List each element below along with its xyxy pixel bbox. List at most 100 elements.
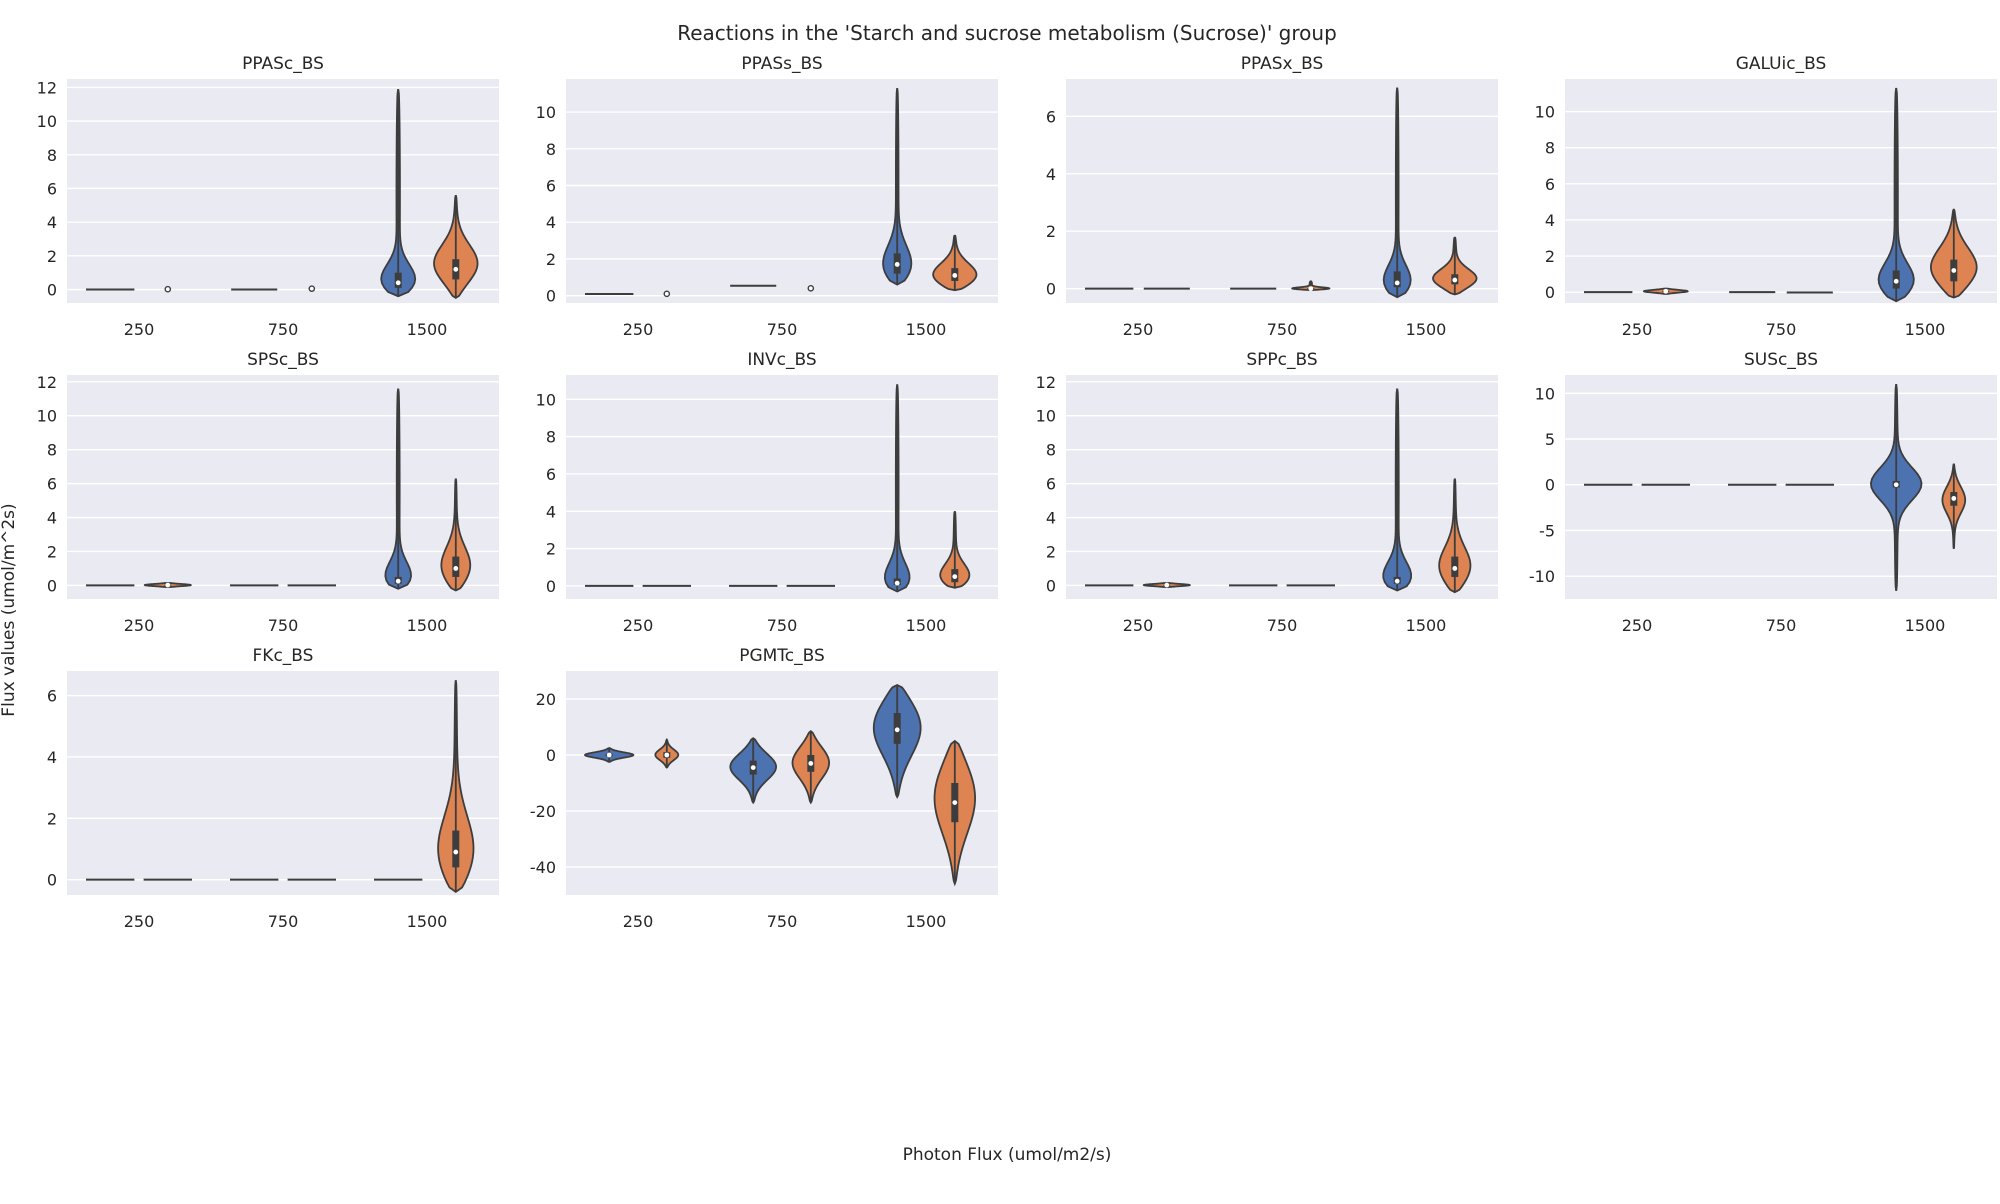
y-tick-label: 4 <box>47 509 57 528</box>
y-tick-label: 6 <box>1545 175 1555 194</box>
violin <box>654 737 680 769</box>
panel-background <box>566 375 998 599</box>
median-marker <box>1663 288 1669 294</box>
median-marker <box>165 582 171 588</box>
violin <box>1869 384 1923 591</box>
iqr-box <box>394 272 402 288</box>
panel-title: PPASs_BS <box>741 54 822 74</box>
y-tick-label: 10 <box>1535 384 1555 403</box>
violin <box>308 285 316 292</box>
panel-spsc-bs: 0 2 4 6 8 10 12 250 750 1500 SPSc_BS <box>37 350 499 635</box>
median-marker <box>453 566 459 571</box>
y-tick-label: 4 <box>1046 509 1056 528</box>
violin <box>882 88 913 286</box>
panel-background <box>67 375 499 599</box>
median-marker <box>807 285 815 292</box>
y-tick-label: 0 <box>546 287 556 306</box>
y-tick-label: 10 <box>37 112 57 131</box>
y-tick-label: 6 <box>47 687 57 706</box>
y-tick-label: -5 <box>1539 521 1555 540</box>
panel-title: PPASx_BS <box>1241 54 1324 74</box>
x-tick-label: 250 <box>1123 320 1154 339</box>
y-tick-label: 8 <box>546 140 556 159</box>
x-tick-label: 250 <box>1622 616 1653 635</box>
x-tick-label: 1500 <box>407 912 448 931</box>
x-tick-label: 1500 <box>1905 616 1946 635</box>
median-marker <box>750 765 756 770</box>
median-marker <box>1452 277 1458 283</box>
median-marker <box>894 580 900 586</box>
median-marker <box>1394 280 1400 286</box>
violin <box>872 683 922 800</box>
figure-title: Reactions in the 'Starch and sucrose met… <box>677 21 1337 45</box>
panel-pgmtc-bs: -40 -20 0 20 250 750 1500 PGMTc_BS <box>530 646 998 931</box>
violin <box>883 384 911 593</box>
violin <box>1382 388 1413 592</box>
y-tick-label: 5 <box>1545 430 1555 449</box>
violin <box>437 680 475 894</box>
violin <box>584 747 635 763</box>
median-marker <box>663 290 671 298</box>
median-marker <box>894 727 900 733</box>
x-tick-label: 1500 <box>906 912 947 931</box>
median-marker <box>1308 286 1314 292</box>
x-tick-label: 1500 <box>1905 320 1946 339</box>
x-tick-label: 250 <box>124 912 155 931</box>
panel-background <box>566 79 998 303</box>
panel-title: SPSc_BS <box>247 350 319 370</box>
y-tick-label: 6 <box>546 465 556 484</box>
x-tick-label: 250 <box>124 320 155 339</box>
violin <box>1877 87 1915 303</box>
y-tick-label: 8 <box>546 428 556 447</box>
y-tick-label: 10 <box>37 407 57 426</box>
violin <box>1941 463 1967 549</box>
median-marker <box>164 285 172 293</box>
violin <box>1642 287 1689 295</box>
y-tick-label: 2 <box>1046 542 1056 561</box>
panel-invc-bs: 0 2 4 6 8 10 250 750 1500 INVc_BS <box>536 350 998 635</box>
median-marker <box>1893 278 1899 284</box>
violin <box>663 290 671 298</box>
y-tick-label: 10 <box>536 390 556 409</box>
x-tick-label: 750 <box>767 616 798 635</box>
median-marker <box>1951 496 1957 501</box>
x-tick-label: 750 <box>767 320 798 339</box>
violin <box>1438 478 1472 594</box>
y-tick-label: 6 <box>47 179 57 198</box>
violin <box>729 737 777 805</box>
x-tick-label: 250 <box>124 616 155 635</box>
median-marker <box>606 752 612 758</box>
y-tick-label: 2 <box>47 809 57 828</box>
violin <box>1432 236 1478 296</box>
x-tick-label: 750 <box>1766 320 1797 339</box>
x-tick-label: 750 <box>1267 616 1298 635</box>
y-tick-label: 0 <box>1545 283 1555 302</box>
y-tick-label: -20 <box>530 802 556 821</box>
violin <box>807 285 815 292</box>
panel-susc-bs: -10 -5 0 5 10 250 750 1500 SUSc_BS <box>1529 350 1997 635</box>
y-tick-label: 6 <box>47 475 57 494</box>
y-tick-label: 4 <box>47 748 57 767</box>
y-tick-label: 2 <box>546 540 556 559</box>
median-marker <box>664 752 670 758</box>
y-tick-label: 8 <box>1046 441 1056 460</box>
y-tick-label: 20 <box>536 690 556 709</box>
x-tick-label: 750 <box>268 320 299 339</box>
median-marker <box>453 266 459 272</box>
x-tick-label: 750 <box>1267 320 1298 339</box>
y-axis-label: Flux values (umol/m^2s) <box>0 503 19 716</box>
panel-background <box>1565 79 1997 303</box>
median-marker <box>952 574 958 579</box>
violin <box>1291 280 1331 292</box>
y-tick-label: 12 <box>37 373 57 392</box>
y-tick-label: 6 <box>1046 107 1056 126</box>
median-marker <box>395 280 401 286</box>
panel-background <box>67 79 499 303</box>
violin <box>1930 208 1978 299</box>
panel-title: SUSc_BS <box>1744 350 1818 370</box>
x-axis-label: Photon Flux (umol/m2/s) <box>903 1145 1112 1165</box>
panel-fkc-bs: 0 2 4 6 250 750 1500 FKc_BS <box>47 646 499 931</box>
x-tick-label: 1500 <box>1406 320 1447 339</box>
